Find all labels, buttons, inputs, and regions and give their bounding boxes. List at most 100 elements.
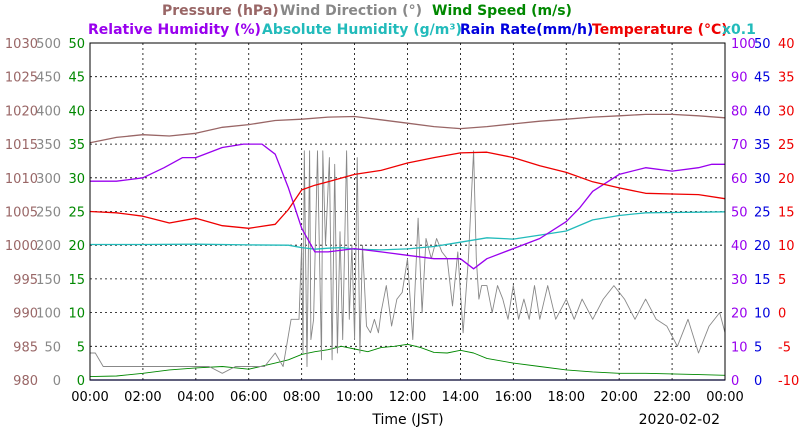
- legend-temperature: Temperature (°C): [592, 22, 728, 38]
- tick-pressure: 985: [13, 340, 38, 355]
- tick-relative-humidity: 90: [731, 71, 748, 86]
- tick-rain-rate: 40: [754, 104, 771, 119]
- tick-wind-speed: 50: [68, 37, 85, 52]
- tick-temperature: -5: [778, 340, 791, 355]
- tick-wind-speed: 45: [68, 71, 85, 86]
- tick-pressure: 1015: [5, 138, 38, 153]
- tick-x: 10:00: [336, 390, 373, 405]
- grid: [90, 43, 725, 380]
- tick-x: 00:00: [71, 390, 108, 405]
- tick-relative-humidity: 100: [731, 37, 756, 52]
- tick-rain-rate: 50: [754, 37, 771, 52]
- tick-wind-direction: 250: [36, 206, 61, 221]
- tick-temperature: 0: [778, 307, 786, 322]
- tick-wind-direction: 400: [36, 104, 61, 119]
- tick-wind-direction: 300: [36, 172, 61, 187]
- tick-wind-speed: 20: [68, 239, 85, 254]
- tick-x: 22:00: [653, 390, 690, 405]
- tick-wind-speed: 10: [68, 307, 85, 322]
- legend-wind-speed: Wind Speed (m/s): [432, 3, 572, 19]
- tick-x: 18:00: [548, 390, 585, 405]
- tick-x: 12:00: [389, 390, 426, 405]
- tick-temperature: 5: [778, 273, 786, 288]
- series-relative-humidity: [90, 143, 725, 270]
- tick-pressure: 1010: [5, 172, 38, 187]
- tick-temperature: 15: [778, 206, 795, 221]
- tick-relative-humidity: 40: [731, 239, 748, 254]
- series-pressure-hpa: [89, 113, 726, 144]
- legend-pressure: Pressure (hPa): [162, 3, 279, 19]
- tick-temperature: 10: [778, 239, 795, 254]
- tick-wind-direction: 200: [36, 239, 61, 254]
- tick-wind-direction: 350: [36, 138, 61, 153]
- tick-wind-speed: 15: [68, 273, 85, 288]
- tick-wind-direction: 0: [53, 374, 61, 389]
- tick-temperature: 25: [778, 138, 795, 153]
- tick-relative-humidity: 80: [731, 104, 748, 119]
- tick-x: 14:00: [442, 390, 479, 405]
- tick-labels: 1030102510201015101010051000995990985980…: [5, 37, 799, 405]
- tick-temperature: 35: [778, 71, 795, 86]
- tick-relative-humidity: 70: [731, 138, 748, 153]
- plot-frame: [89, 42, 726, 381]
- tick-relative-humidity: 0: [731, 374, 739, 389]
- tick-rain-rate: 35: [754, 138, 771, 153]
- tick-wind-speed: 40: [68, 104, 85, 119]
- tick-temperature: 40: [778, 37, 795, 52]
- x-axis-label: Time (JST): [371, 412, 443, 428]
- tick-rain-rate: 20: [754, 239, 771, 254]
- tick-wind-direction: 450: [36, 71, 61, 86]
- tick-pressure: 1000: [5, 239, 38, 254]
- tick-temperature: 30: [778, 104, 795, 119]
- legend: Pressure (hPa) Wind Direction (°) Wind S…: [88, 3, 756, 38]
- tick-rain-rate: 45: [754, 71, 771, 86]
- tick-pressure: 1005: [5, 206, 38, 221]
- tick-x: 04:00: [177, 390, 214, 405]
- tick-x: 06:00: [230, 390, 267, 405]
- legend-absolute-humidity: Absolute Humidity (g/m³): [262, 22, 462, 38]
- tick-pressure: 990: [13, 307, 38, 322]
- tick-rain-rate: 25: [754, 206, 771, 221]
- tick-temperature: 20: [778, 172, 795, 187]
- tick-wind-speed: 30: [68, 172, 85, 187]
- tick-relative-humidity: 30: [731, 273, 748, 288]
- tick-x: 00:00: [706, 390, 743, 405]
- tick-wind-direction: 50: [44, 340, 61, 355]
- legend-rain-rate: Rain Rate(mm/h): [460, 22, 593, 38]
- tick-wind-speed: 0: [77, 374, 85, 389]
- tick-relative-humidity: 60: [731, 172, 748, 187]
- legend-x0.1: x0.1: [722, 22, 756, 38]
- tick-x: 08:00: [283, 390, 320, 405]
- tick-rain-rate: 5: [754, 340, 762, 355]
- tick-wind-speed: 35: [68, 138, 85, 153]
- tick-pressure: 995: [13, 273, 38, 288]
- tick-pressure: 1020: [5, 104, 38, 119]
- date-label: 2020-02-02: [639, 412, 720, 428]
- series-absolute-humidity-g-m: [90, 211, 726, 251]
- tick-rain-rate: 0: [754, 374, 762, 389]
- tick-wind-direction: 100: [36, 307, 61, 322]
- tick-x: 20:00: [600, 390, 637, 405]
- tick-relative-humidity: 20: [731, 307, 748, 322]
- tick-rain-rate: 10: [754, 307, 771, 322]
- tick-wind-direction: 150: [36, 273, 61, 288]
- tick-wind-speed: 5: [77, 340, 85, 355]
- tick-relative-humidity: 10: [731, 340, 748, 355]
- tick-temperature: -10: [778, 374, 799, 389]
- tick-pressure: 980: [13, 374, 38, 389]
- series-wind-direction: [90, 150, 726, 374]
- tick-wind-direction: 500: [36, 37, 61, 52]
- tick-pressure: 1025: [5, 71, 38, 86]
- tick-rain-rate: 15: [754, 273, 771, 288]
- tick-wind-speed: 25: [68, 206, 85, 221]
- tick-x: 02:00: [124, 390, 161, 405]
- series-wind-speed-m-s: [89, 343, 726, 378]
- legend-wind-direction: Wind Direction (°): [280, 3, 422, 19]
- tick-x: 16:00: [495, 390, 532, 405]
- tick-relative-humidity: 50: [731, 206, 748, 221]
- tick-pressure: 1030: [5, 37, 38, 52]
- series-temperature-c: [89, 151, 726, 229]
- tick-rain-rate: 30: [754, 172, 771, 187]
- legend-relative-humidity: Relative Humidity (%): [88, 22, 261, 38]
